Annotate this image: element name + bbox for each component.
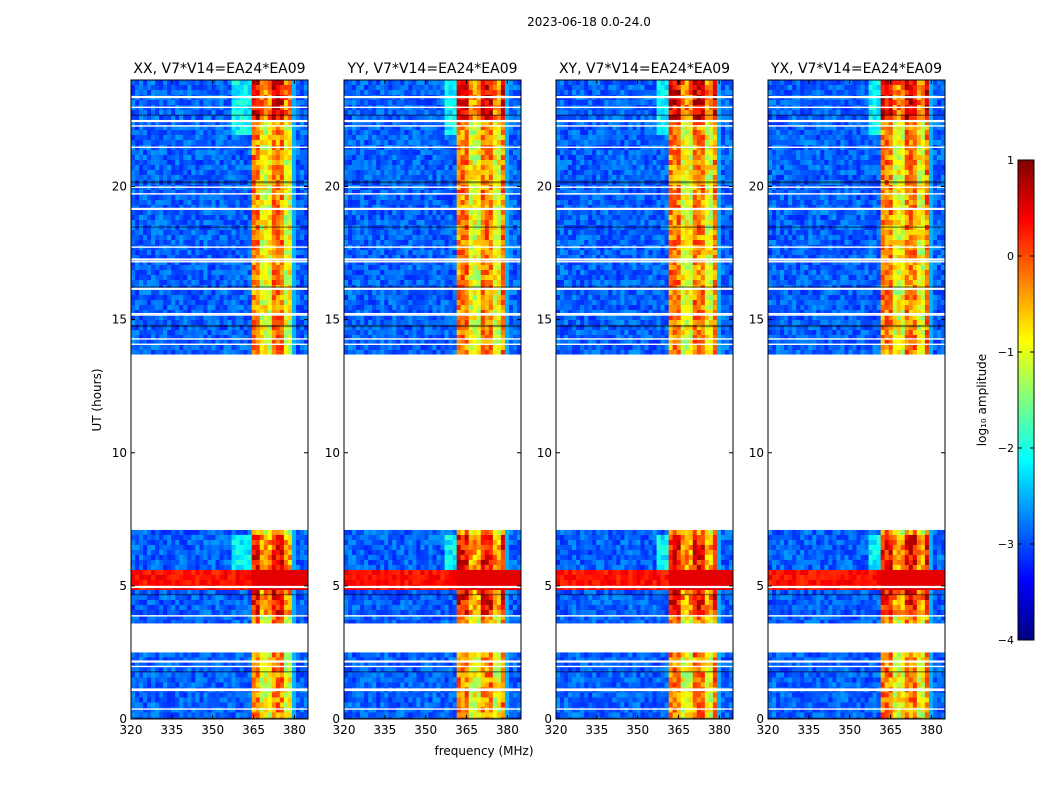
y-tick-label: 10 [112,446,127,460]
colorbar-tick-label: −4 [998,634,1014,647]
x-tick-label: 350 [838,723,861,737]
panel-4-heatmap [768,80,945,719]
panel-3: XY, V7*V14=EA24*EA09 320 335 350 365 380 0 5 10 1… [537,61,734,737]
y-tick-label: 20 [537,180,552,194]
y-tick-label: 15 [749,313,764,327]
y-tick-label: 15 [325,313,340,327]
colorbar-tick-label: −3 [998,538,1014,551]
panel-2: YY, V7*V14=EA24*EA09 320 335 350 365 380 0 5 10 1… [325,61,522,737]
colorbar-tick-label: −2 [998,442,1014,455]
y-tick-label: 15 [537,313,552,327]
panel-1-heatmap [131,80,308,719]
x-tick-label: 320 [545,723,568,737]
panel-3-frame [555,79,734,720]
x-tick-label: 380 [283,723,306,737]
x-tick-label: 335 [797,723,820,737]
panel-4-frame [767,79,946,720]
panel-2-frame [343,79,522,720]
y-tick-label: 20 [112,180,127,194]
colorbar: 1 0 −1 −2 −3 −4 [998,154,1035,647]
colorbar-ticks: 1 0 −1 −2 −3 −4 [998,154,1034,647]
y-tick-label: 20 [749,180,764,194]
panel-1: XX, V7*V14=EA24*EA09 320 335 350 365 380 0 5 10 1… [112,61,309,737]
y-tick-label: 0 [332,712,340,726]
panel-3-heatmap [556,80,733,719]
x-tick-label: 380 [920,723,943,737]
panel-1-title: XX, V7*V14=EA24*EA09 [133,61,305,77]
x-tick-label: 320 [333,723,356,737]
y-tick-label: 0 [756,712,764,726]
x-tick-label: 335 [373,723,396,737]
colorbar-label: log₁₀ amplitude [975,354,989,446]
x-tick-label: 335 [585,723,608,737]
y-tick-label: 20 [325,180,340,194]
x-tick-label: 320 [757,723,780,737]
x-tick-label: 365 [667,723,690,737]
y-tick-label: 0 [544,712,552,726]
colorbar-tick-label: −1 [998,346,1014,359]
y-axis-label: UT (hours) [90,368,104,431]
y-tick-label: 15 [112,313,127,327]
x-tick-label: 335 [160,723,183,737]
colorbar-gradient [1017,159,1035,641]
y-tick-label: 5 [544,579,552,593]
x-tick-label: 380 [496,723,519,737]
panel-4: YX, V7*V14=EA24*EA09 320 335 350 365 380 0 5 10 1… [749,61,946,737]
x-tick-label: 320 [120,723,143,737]
y-tick-label: 5 [119,579,127,593]
x-tick-label: 350 [414,723,437,737]
panels-group: XX, V7*V14=EA24*EA09 320 335 350 365 380 0 5 10 1… [112,61,946,737]
x-tick-label: 350 [201,723,224,737]
colorbar-tick-label: 1 [1007,154,1014,167]
colorbar-tick-label: 0 [1007,250,1014,263]
panel-2-title: YY, V7*V14=EA24*EA09 [346,61,517,77]
x-tick-label: 365 [455,723,478,737]
panel-4-title: YX, V7*V14=EA24*EA09 [770,61,942,77]
panel-2-heatmap [344,80,521,719]
x-tick-label: 350 [626,723,649,737]
x-axis-label: frequency (MHz) [434,744,533,758]
figure-title: 2023-06-18 0.0-24.0 [527,15,651,29]
y-tick-label: 10 [537,446,552,460]
panel-3-title: XY, V7*V14=EA24*EA09 [559,61,730,77]
x-tick-label: 380 [708,723,731,737]
y-tick-label: 0 [119,712,127,726]
y-tick-label: 5 [756,579,764,593]
x-tick-label: 365 [242,723,265,737]
y-tick-label: 5 [332,579,340,593]
y-tick-label: 10 [325,446,340,460]
y-tick-label: 10 [749,446,764,460]
x-tick-label: 365 [879,723,902,737]
panel-1-frame [130,79,309,720]
